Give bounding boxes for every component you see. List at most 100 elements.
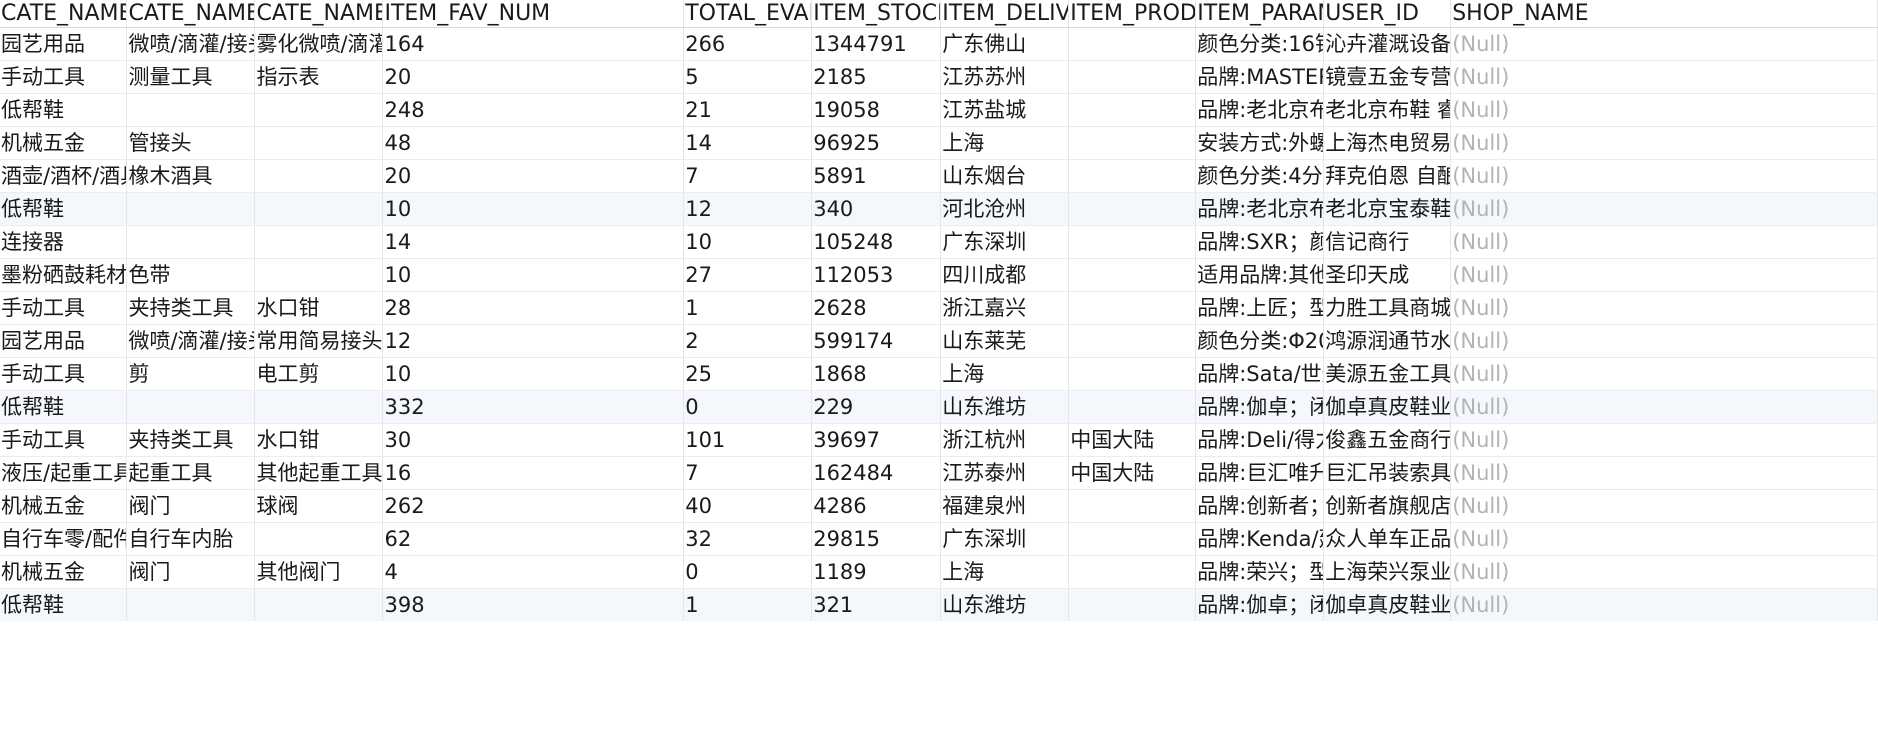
table-cell[interactable]: 常用简易接头 [254, 324, 384, 358]
table-cell[interactable]: (Null) [1450, 225, 1878, 259]
table-cell[interactable]: 品牌:SXR；颜 [1195, 225, 1325, 259]
table-cell[interactable]: 夹持类工具 [126, 291, 256, 325]
table-cell[interactable] [254, 258, 384, 292]
table-cell[interactable]: (Null) [1450, 522, 1878, 556]
table-cell[interactable]: 广东深圳 [940, 522, 1070, 556]
table-cell[interactable]: 332 [382, 390, 685, 424]
table-cell[interactable]: 橡木酒具 [126, 159, 256, 193]
table-cell[interactable]: 12 [382, 324, 685, 358]
table-cell[interactable]: 自行车零/配件 [0, 522, 128, 556]
column-header-shop-name[interactable]: SHOP_NAME [1450, 0, 1878, 28]
table-cell[interactable] [1068, 192, 1197, 226]
table-cell[interactable]: 低帮鞋 [0, 93, 128, 127]
table-cell[interactable] [254, 159, 384, 193]
table-cell[interactable]: 340 [811, 192, 942, 226]
table-cell[interactable]: 老北京宝泰鞋业 [1323, 192, 1452, 226]
table-cell[interactable]: 阀门 [126, 489, 256, 523]
table-cell[interactable] [1068, 93, 1197, 127]
table-cell[interactable]: 品牌:上匠；型 [1195, 291, 1325, 325]
table-cell[interactable] [1068, 27, 1197, 61]
table-cell[interactable]: 101 [683, 423, 813, 457]
table-row[interactable]: 机械五金 管接头 48 14 96925 上海 安装方式:外螺 上海杰电贸易 (Null) [0, 126, 1878, 160]
table-cell[interactable]: 品牌:老北京布 [1195, 192, 1325, 226]
table-cell[interactable]: 阀门 [126, 555, 256, 589]
table-cell[interactable]: 江苏盐城 [940, 93, 1070, 127]
column-header-item-prod[interactable]: ITEM_PROD_ [1068, 0, 1197, 28]
table-cell[interactable]: 30 [382, 423, 685, 457]
table-cell[interactable]: 96925 [811, 126, 942, 160]
table-cell[interactable]: 俊鑫五金商行 [1323, 423, 1452, 457]
column-header-item-fav-num[interactable]: ITEM_FAV_NUM [382, 0, 685, 28]
table-cell[interactable] [1068, 225, 1197, 259]
table-cell[interactable]: 手动工具 [0, 291, 128, 325]
table-cell[interactable] [1068, 126, 1197, 160]
table-cell[interactable]: (Null) [1450, 390, 1878, 424]
table-cell[interactable] [1068, 357, 1197, 391]
table-cell[interactable] [254, 522, 384, 556]
column-header-total-eval[interactable]: TOTAL_EVAL [683, 0, 813, 28]
table-cell[interactable]: 夹持类工具 [126, 423, 256, 457]
table-cell[interactable]: 其他起重工具 [254, 456, 384, 490]
table-cell[interactable]: (Null) [1450, 456, 1878, 490]
table-cell[interactable]: 262 [382, 489, 685, 523]
table-row[interactable]: 低帮鞋 398 1 321 山东潍坊 品牌:伽卓；闭 伽卓真皮鞋业 (Null) [0, 588, 1878, 622]
table-cell[interactable]: 14 [382, 225, 685, 259]
table-cell[interactable]: 手动工具 [0, 357, 128, 391]
table-cell[interactable]: 园艺用品 [0, 324, 128, 358]
table-cell[interactable]: 品牌:老北京布 [1195, 93, 1325, 127]
table-cell[interactable]: 沁卉灌溉设备店 [1323, 27, 1452, 61]
table-cell[interactable]: (Null) [1450, 126, 1878, 160]
table-cell[interactable]: 手动工具 [0, 60, 128, 94]
table-cell[interactable]: 上海荣兴泵业 [1323, 555, 1452, 589]
table-cell[interactable]: 电工剪 [254, 357, 384, 391]
table-cell[interactable]: 众人单车正品店 [1323, 522, 1452, 556]
table-cell[interactable]: 5 [683, 60, 813, 94]
column-header-user-id[interactable]: USER_ID [1323, 0, 1452, 28]
table-row[interactable]: 手动工具 夹持类工具 水口钳 28 1 2628 浙江嘉兴 品牌:上匠；型 力胜工具商城 (Nul… [0, 291, 1878, 325]
table-cell[interactable]: 管接头 [126, 126, 256, 160]
table-cell[interactable]: 48 [382, 126, 685, 160]
table-cell[interactable]: 其他阀门 [254, 555, 384, 589]
table-cell[interactable]: 酒壶/酒杯/酒具 [0, 159, 128, 193]
table-cell[interactable]: 品牌:Deli/得力 [1195, 423, 1325, 457]
table-cell[interactable]: 上海 [940, 357, 1070, 391]
column-header-item-param[interactable]: ITEM_PARAM [1195, 0, 1325, 28]
table-cell[interactable] [1068, 159, 1197, 193]
table-cell[interactable]: (Null) [1450, 489, 1878, 523]
table-cell[interactable]: 色带 [126, 258, 256, 292]
table-cell[interactable]: 广东佛山 [940, 27, 1070, 61]
table-cell[interactable]: 美源五金工具店 [1323, 357, 1452, 391]
table-cell[interactable]: 266 [683, 27, 813, 61]
table-cell[interactable]: 广东深圳 [940, 225, 1070, 259]
table-cell[interactable]: 指示表 [254, 60, 384, 94]
table-cell[interactable]: 164 [382, 27, 685, 61]
table-cell[interactable]: 品牌:伽卓；闭 [1195, 390, 1325, 424]
table-cell[interactable]: 321 [811, 588, 942, 622]
table-cell[interactable]: 1 [683, 291, 813, 325]
table-cell[interactable]: 低帮鞋 [0, 192, 128, 226]
table-cell[interactable]: (Null) [1450, 357, 1878, 391]
table-cell[interactable]: 山东莱芜 [940, 324, 1070, 358]
table-cell[interactable] [254, 126, 384, 160]
column-header-cate-name[interactable]: CATE_NAME_ [0, 0, 128, 28]
table-cell[interactable] [1068, 555, 1197, 589]
table-cell[interactable]: 巨汇吊装索具 [1323, 456, 1452, 490]
table-cell[interactable]: 上海 [940, 555, 1070, 589]
table-cell[interactable] [126, 93, 256, 127]
table-cell[interactable]: 雾化微喷/滴灌 [254, 27, 384, 61]
table-cell[interactable]: 25 [683, 357, 813, 391]
table-cell[interactable]: 12 [683, 192, 813, 226]
table-cell[interactable]: 颜色分类:16钛 [1195, 27, 1325, 61]
table-cell[interactable]: 10 [382, 192, 685, 226]
table-cell[interactable]: 39697 [811, 423, 942, 457]
table-cell[interactable]: 29815 [811, 522, 942, 556]
table-row[interactable]: 机械五金 阀门 其他阀门 4 0 1189 上海 品牌:荣兴；型 上海荣兴泵业 (Null) [0, 555, 1878, 589]
table-cell[interactable]: 上海 [940, 126, 1070, 160]
table-cell[interactable]: 19058 [811, 93, 942, 127]
table-cell[interactable]: 机械五金 [0, 555, 128, 589]
table-cell[interactable]: 品牌:伽卓；闭 [1195, 588, 1325, 622]
table-cell[interactable]: (Null) [1450, 291, 1878, 325]
table-cell[interactable]: 1344791 [811, 27, 942, 61]
